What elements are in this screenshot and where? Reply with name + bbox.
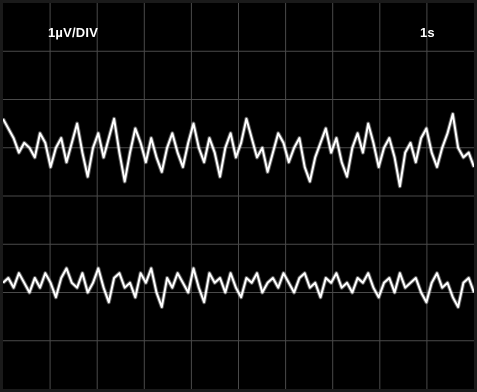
traces bbox=[3, 112, 474, 309]
vertical-scale-label: 1µV/DIV bbox=[48, 25, 99, 40]
trace-2 bbox=[3, 267, 474, 308]
trace-1 bbox=[3, 113, 474, 188]
time-scale-label: 1s bbox=[420, 25, 435, 40]
scope-plot bbox=[3, 3, 474, 389]
graticule bbox=[3, 3, 474, 389]
